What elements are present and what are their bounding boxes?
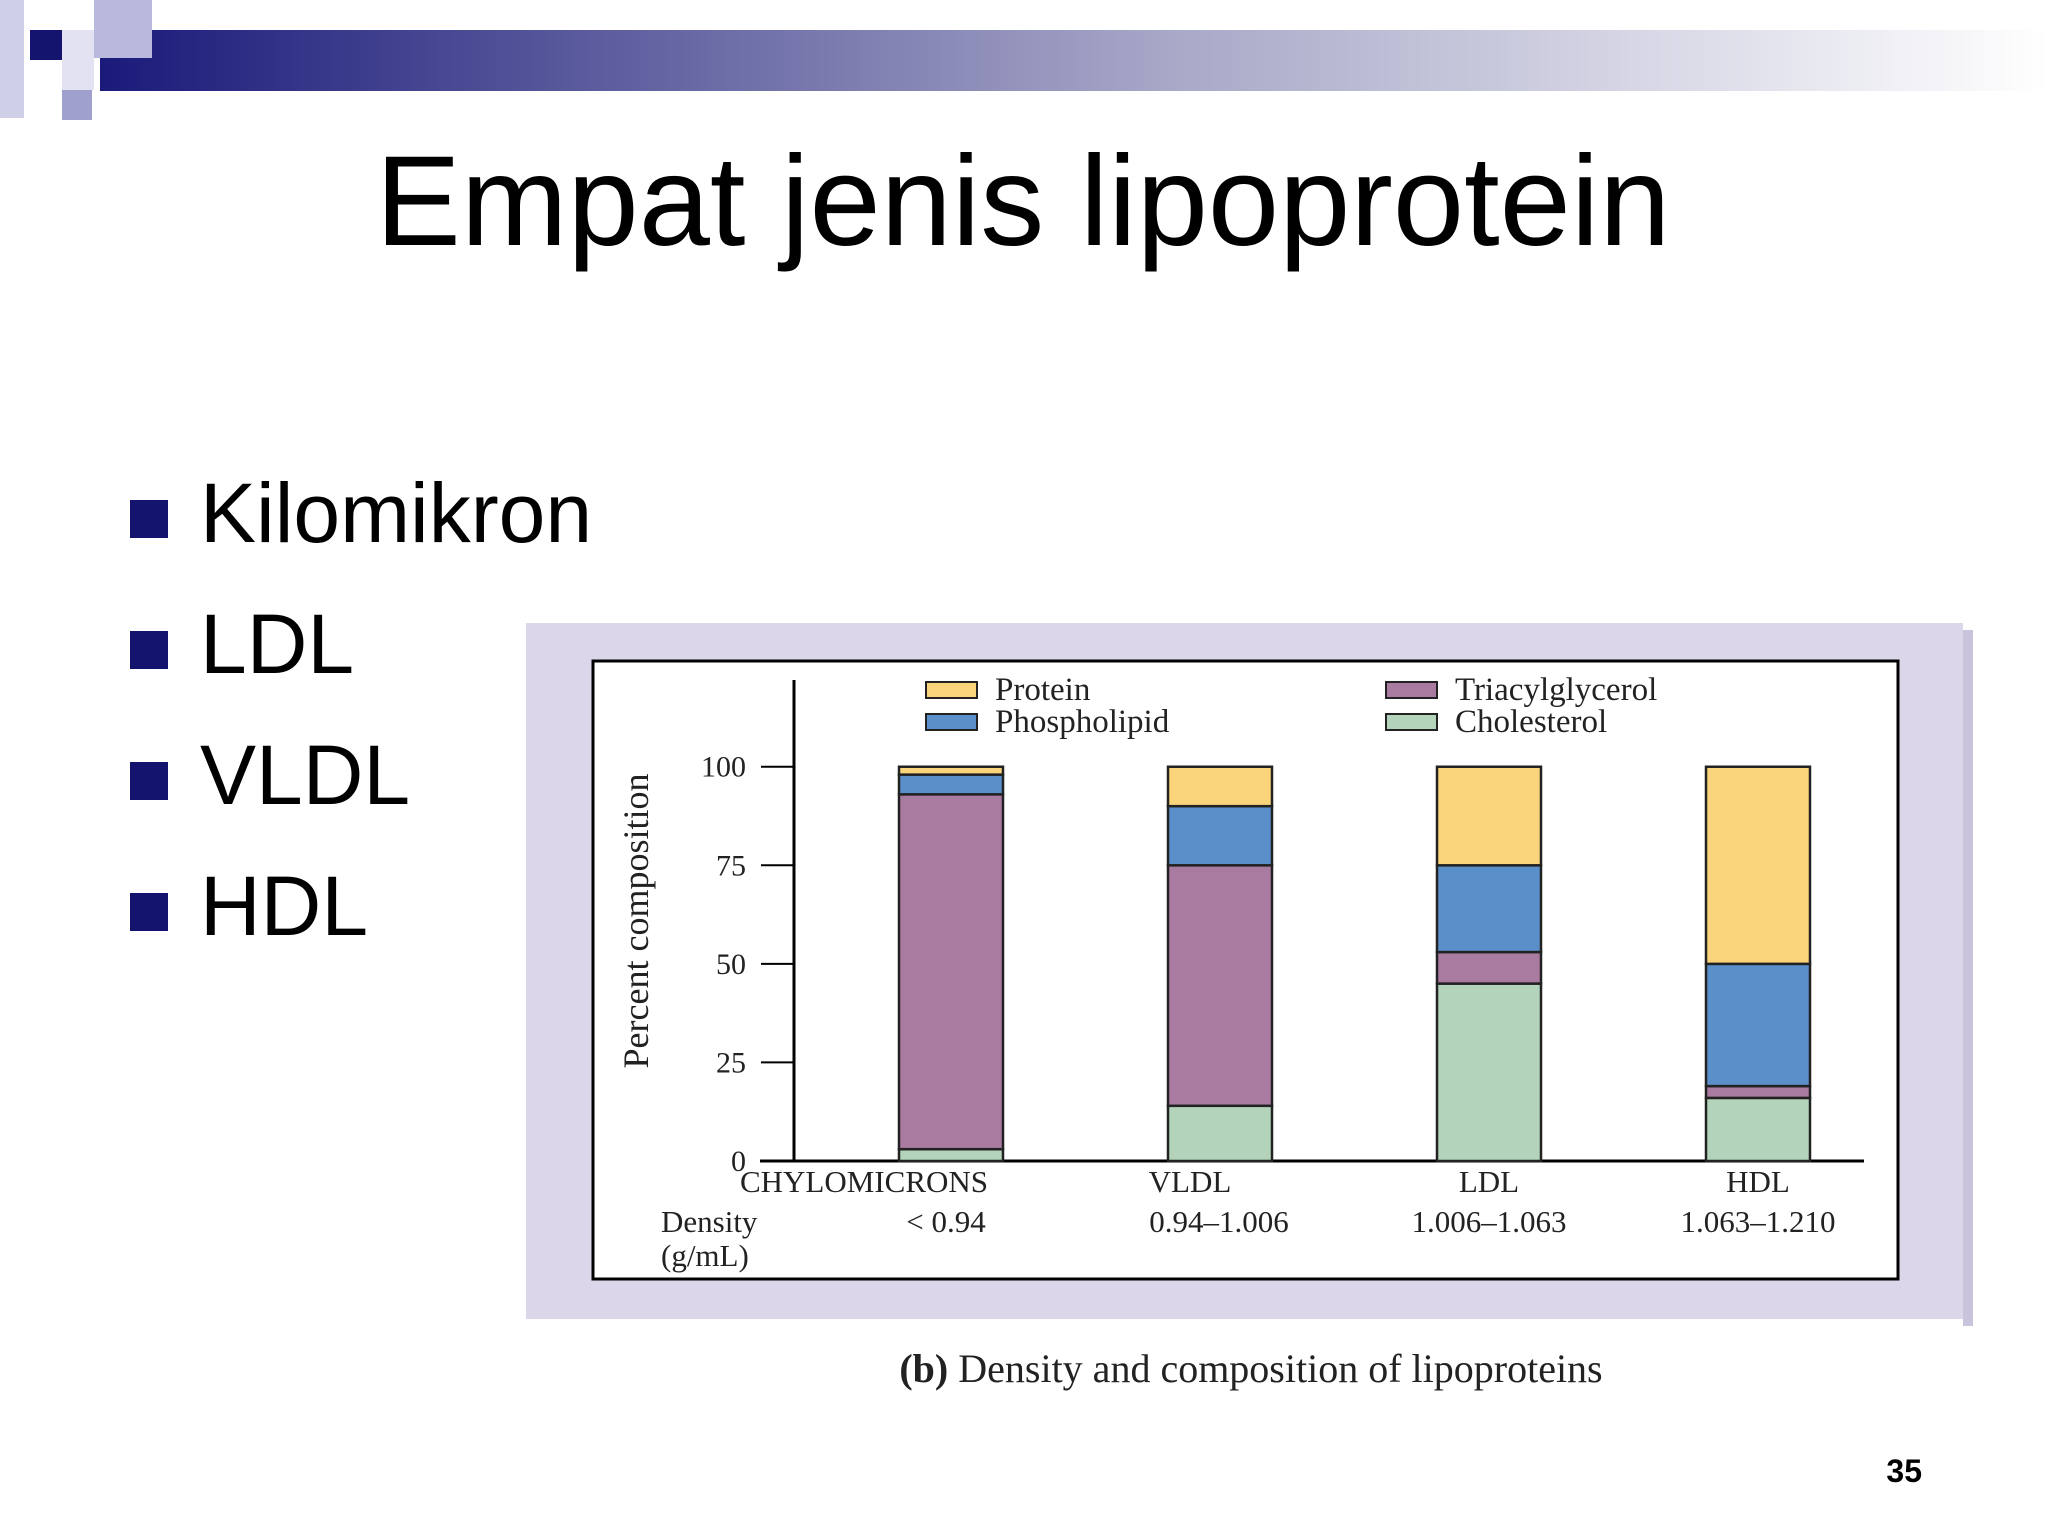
bullet-text: LDL [200, 597, 354, 691]
density-label: Density [661, 1204, 758, 1239]
density-value: < 0.94 [906, 1204, 986, 1239]
deco [94, 0, 152, 58]
header-band [100, 30, 2048, 91]
bar-segment [1435, 982, 1543, 1163]
density-label: (g/mL) [661, 1238, 749, 1273]
deco [0, 0, 24, 118]
bullet-marker [130, 631, 168, 669]
x-tick-label: CHYLOMICRONS [740, 1164, 988, 1199]
bar-segment [1435, 864, 1543, 954]
density-value: 1.006–1.063 [1412, 1204, 1567, 1239]
density-value: 1.063–1.210 [1681, 1204, 1836, 1239]
x-tick-label: VLDL [1149, 1164, 1232, 1199]
bar-segment [897, 765, 1005, 776]
bullet-marker [130, 762, 168, 800]
bullet-text: HDL [200, 859, 368, 953]
caption: (b) Density and composition of lipoprote… [899, 1346, 1602, 1391]
y-axis-label: Percent composition [616, 774, 656, 1069]
bar-segment [1166, 864, 1274, 1108]
panel-shadow [1963, 630, 1973, 1326]
deco [62, 30, 94, 90]
legend-label: Cholesterol [1455, 704, 1607, 740]
x-tick-label: HDL [1726, 1164, 1790, 1199]
bar-segment [1166, 804, 1274, 867]
y-tick-label: 25 [716, 1046, 746, 1079]
bullet-marker [130, 893, 168, 931]
bar-segment [897, 793, 1005, 1151]
bar-segment [1166, 1104, 1274, 1163]
legend-label: Phospholipid [995, 704, 1170, 740]
deco [30, 30, 62, 60]
bar-segment [897, 773, 1005, 796]
bullet-text: VLDL [200, 728, 410, 822]
bullet-text: Kilomikron [200, 466, 592, 560]
bar-segment [1435, 765, 1543, 867]
slide-title: Empat jenis lipoprotein [376, 130, 1671, 273]
bar-segment [897, 1147, 1005, 1163]
legend-label: Protein [995, 672, 1090, 708]
legend-swatch [925, 713, 978, 731]
y-tick-label: 50 [716, 948, 746, 981]
legend-swatch [925, 681, 978, 699]
bar-segment [1435, 950, 1543, 985]
bar-segment [1704, 962, 1812, 1088]
legend-swatch [1385, 713, 1438, 731]
bar-segment [1704, 1084, 1812, 1100]
density-value: 0.94–1.006 [1149, 1204, 1289, 1239]
legend-label: Triacylglycerol [1455, 672, 1657, 708]
bar-segment [1704, 765, 1812, 966]
bar-segment [1704, 1096, 1812, 1163]
caption-text: Density and composition of lipoproteins [958, 1346, 1602, 1391]
y-tick-label: 100 [701, 751, 746, 784]
page-number: 35 [1886, 1453, 1922, 1489]
legend-swatch [1385, 681, 1438, 699]
bar-segment [1166, 765, 1274, 808]
caption-tag: (b) [899, 1346, 948, 1391]
x-tick-label: LDL [1459, 1164, 1519, 1199]
bullet-marker [130, 500, 168, 538]
deco [62, 90, 92, 120]
y-tick-label: 75 [716, 849, 746, 882]
y-tick-label: 0 [731, 1145, 746, 1178]
